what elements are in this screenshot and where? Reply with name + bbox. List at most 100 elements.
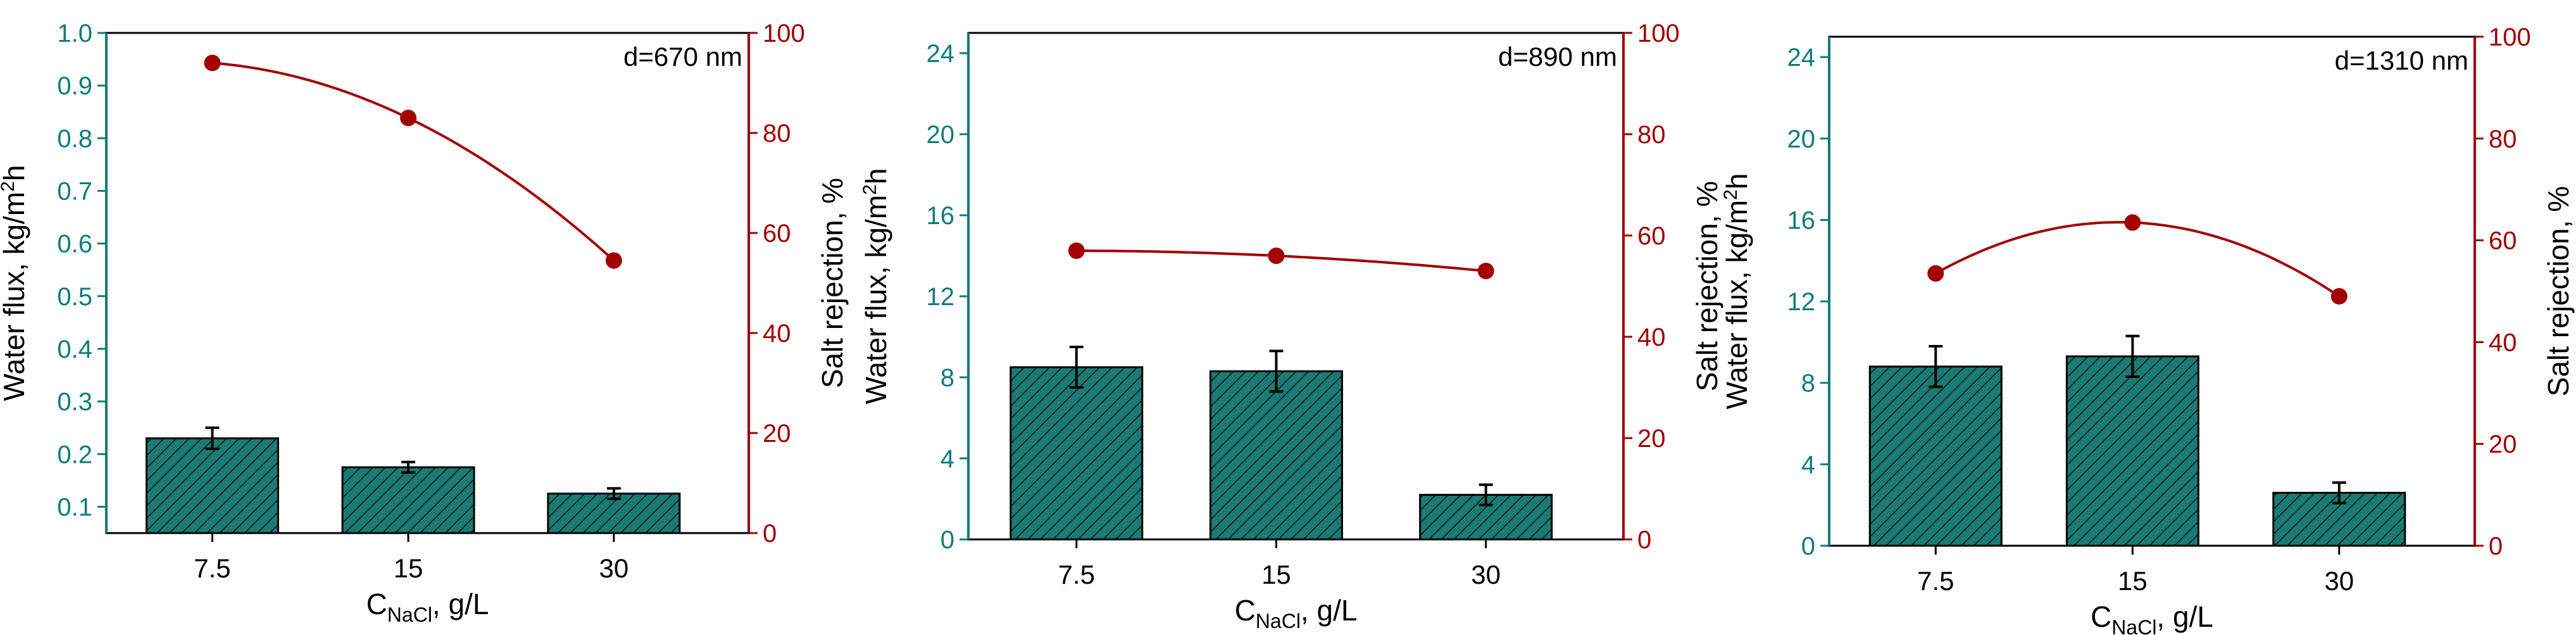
x-tick-label: 15 xyxy=(2118,566,2148,596)
y2-axis-title: Salt rejection, % xyxy=(816,178,849,388)
bar-2 xyxy=(2065,355,2199,547)
x-tick-label: 30 xyxy=(599,553,628,583)
bars-group xyxy=(1868,355,2406,547)
rejection-point-3 xyxy=(605,252,622,269)
bar-3 xyxy=(547,493,681,534)
x-tick-label: 30 xyxy=(2324,566,2354,596)
rejection-point-2 xyxy=(1268,248,1285,264)
rejection-point-1 xyxy=(1068,242,1085,259)
y-axis-title: Water flux, kg/m2h xyxy=(0,165,30,401)
y2-tick-label: 60 xyxy=(1637,222,1666,250)
y-tick-label: 20 xyxy=(1787,125,1816,153)
error-bars-group xyxy=(1929,334,2346,505)
error-bars-group xyxy=(1069,346,1493,506)
x-tick-label: 7.5 xyxy=(1058,560,1095,589)
y-tick-label: 20 xyxy=(927,121,955,149)
rejection-curve xyxy=(212,61,615,261)
y-tick-label: 0.8 xyxy=(57,125,92,153)
y-tick-label: 16 xyxy=(1787,206,1816,234)
chart-panel-3: 0 4 8 12 16 20 24 0 20 40 60 80 100 7.5 15 30 d=1310 … xyxy=(1720,23,2575,635)
y2-tick-label: 20 xyxy=(2489,431,2517,458)
right-ticks-group: 0 20 40 60 80 100 xyxy=(1623,20,1680,554)
y-tick-label: 0.2 xyxy=(57,441,92,468)
rejection-curve xyxy=(1935,220,2340,298)
y-tick-label: 1.0 xyxy=(57,20,92,47)
x-axis-title: CNaCl, g/L xyxy=(366,588,489,626)
y-tick-label: 0 xyxy=(1801,532,1815,560)
bars-group xyxy=(1010,366,1553,541)
left-ticks-group: 0 4 8 12 16 20 24 xyxy=(1787,44,1829,560)
bars-group xyxy=(145,437,681,534)
rejection-point-2 xyxy=(400,110,417,127)
y-tick-label: 0.1 xyxy=(57,493,92,521)
x-tick-label: 7.5 xyxy=(1917,566,1954,596)
line-group xyxy=(1068,242,1494,279)
left-ticks-group: 0 4 8 12 16 20 24 xyxy=(927,40,968,554)
error-bar-3 xyxy=(1479,483,1493,506)
x-tick-label: 7.5 xyxy=(194,553,230,583)
y-tick-label: 0.3 xyxy=(57,388,92,416)
y2-tick-label: 100 xyxy=(1637,20,1680,47)
y-axis-title: Water flux, kg/m2h xyxy=(1720,173,1753,410)
x-tick-label: 15 xyxy=(1261,560,1291,589)
y2-tick-label: 0 xyxy=(1637,526,1651,554)
y-tick-label: 16 xyxy=(927,202,955,230)
error-bar-1 xyxy=(1069,346,1084,389)
y-axis-title: Water flux, kg/m2h xyxy=(860,168,892,405)
right-ticks-group: 0 20 40 60 80 100 xyxy=(2475,23,2531,560)
annotation-label: d=1310 nm xyxy=(2335,46,2468,75)
rejection-point-1 xyxy=(204,54,221,72)
bar-1 xyxy=(1010,366,1144,541)
y2-tick-label: 0 xyxy=(763,520,777,548)
bar-1 xyxy=(1868,365,2003,547)
y2-axis-title: Salt rejection, % xyxy=(2542,186,2575,396)
bar-2 xyxy=(341,466,475,534)
y2-tick-label: 40 xyxy=(1637,324,1666,351)
left-ticks-group: 0.1 0.2 0.3 0.4 0.5 0.6 0.7 0.8 0.9 1.0 xyxy=(57,20,106,521)
bar-3 xyxy=(2272,491,2406,547)
error-bar-2 xyxy=(401,460,416,474)
y2-tick-label: 80 xyxy=(1637,121,1666,149)
y-tick-label: 12 xyxy=(927,283,955,311)
y2-tick-label: 100 xyxy=(2489,23,2531,51)
rejection-point-3 xyxy=(2330,288,2348,305)
x-ticks-group: 7.5 15 30 xyxy=(1058,539,1501,589)
y-tick-label: 8 xyxy=(941,364,954,392)
y-tick-label: 0.7 xyxy=(57,177,92,205)
y-tick-label: 0.4 xyxy=(57,336,92,363)
x-axis-title: CNaCl, g/L xyxy=(1235,594,1358,632)
chart-panel-1: 0.1 0.2 0.3 0.4 0.5 0.6 0.7 0.8 0.9 1.0 0 20 40 60 80… xyxy=(0,20,849,626)
y-tick-label: 24 xyxy=(927,40,955,68)
y2-tick-label: 20 xyxy=(1637,425,1666,453)
x-axis-title: CNaCl, g/L xyxy=(2091,600,2213,635)
line-group xyxy=(204,54,622,269)
error-bar-3 xyxy=(606,487,621,500)
y2-tick-label: 40 xyxy=(763,320,791,348)
bar-1 xyxy=(145,437,279,534)
x-ticks-group: 7.5 15 30 xyxy=(194,533,628,583)
y2-axis-title: Salt rejection, % xyxy=(1691,181,1723,391)
y2-tick-label: 0 xyxy=(2489,532,2503,560)
error-bars-group xyxy=(205,426,621,500)
y-tick-label: 0.9 xyxy=(57,72,92,100)
annotation-label: d=670 nm xyxy=(623,42,742,72)
y2-tick-label: 100 xyxy=(763,20,805,47)
y2-tick-label: 20 xyxy=(763,420,791,448)
y-tick-label: 4 xyxy=(1801,451,1815,479)
y-tick-label: 12 xyxy=(1787,288,1816,316)
line-group xyxy=(1927,214,2348,305)
error-bar-3 xyxy=(2332,481,2346,505)
y2-tick-label: 80 xyxy=(763,120,791,148)
y2-tick-label: 60 xyxy=(763,220,791,248)
error-bar-1 xyxy=(205,426,220,450)
y2-tick-label: 80 xyxy=(2489,125,2517,153)
x-tick-label: 15 xyxy=(394,553,423,583)
x-tick-label: 30 xyxy=(1471,560,1501,589)
y-tick-label: 0 xyxy=(941,526,954,554)
rejection-point-3 xyxy=(1477,263,1494,279)
error-bar-2 xyxy=(1269,349,1284,393)
right-ticks-group: 0 20 40 60 80 100 xyxy=(749,20,805,548)
y-tick-label: 24 xyxy=(1787,44,1816,72)
y2-tick-label: 40 xyxy=(2489,329,2517,356)
